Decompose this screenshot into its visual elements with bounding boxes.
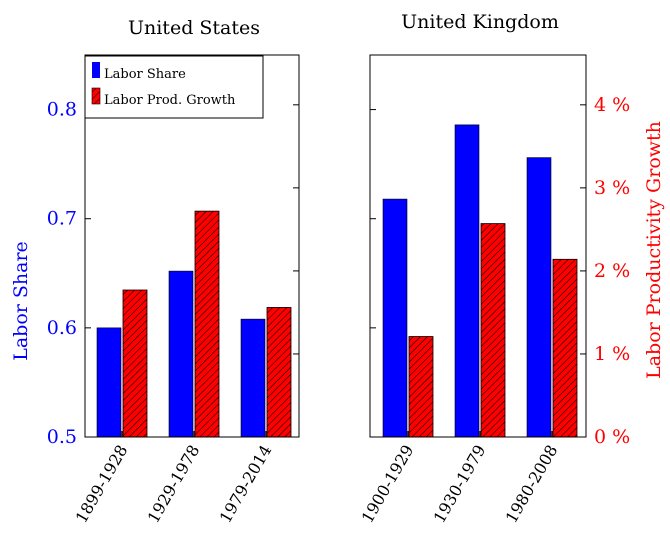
y-tick-label-right-1: 1 %	[594, 343, 630, 365]
y-tick-label-right-0: 0 %	[594, 426, 630, 448]
us-chart-title: United States	[128, 17, 260, 39]
y-tick-label-left-2: 0.7	[47, 208, 77, 230]
us-bar-prod-growth-2	[266, 307, 292, 438]
uk-panel: 1900-1929 1930-1979 1980-2008 0 % 1 % 2 % 3 % 4…	[358, 54, 630, 527]
us-x-tick-label-1: 1929-1978	[144, 442, 204, 527]
uk-chart-title: United Kingdom	[401, 11, 559, 33]
us-plot-frame	[84, 54, 300, 438]
y-tick-label-right-4: 4 %	[594, 94, 630, 116]
us-panel: 1899-1928 1929-1978 1979-2014 0.5 0.6 0.7 0.8	[47, 54, 300, 527]
legend-label-labor-share: Labor Share	[104, 67, 186, 82]
uk-bar-prod-growth-1	[480, 223, 506, 438]
uk-bar-labor-share-1	[454, 124, 480, 438]
uk-x-tick-label-0: 1900-1929	[358, 442, 418, 527]
y-tick-label-right-3: 3 %	[594, 177, 630, 199]
y-tick-label-left-3: 0.8	[47, 99, 77, 121]
y-axis-label-right: Labor Productivity Growth	[643, 121, 665, 379]
uk-bar-labor-share-2	[526, 157, 552, 438]
y-tick-label-left-0: 0.5	[47, 426, 77, 448]
us-bar-prod-growth-0	[122, 289, 148, 438]
y-tick-label-right-2: 2 %	[594, 260, 630, 282]
us-x-tick-label-2: 1979-2014	[216, 442, 276, 527]
legend-swatch-labor-share	[92, 62, 100, 78]
y-tick-label-left-1: 0.6	[47, 317, 77, 339]
us-bar-labor-share-2	[240, 318, 266, 438]
us-bar-labor-share-1	[168, 270, 194, 438]
us-bar-prod-growth-1	[194, 210, 220, 438]
legend-box	[84, 55, 264, 119]
uk-x-tick-label-1: 1930-1979	[430, 442, 490, 527]
us-bar-labor-share-0	[96, 327, 122, 438]
uk-bar-prod-growth-2	[552, 258, 578, 438]
uk-x-tick-label-2: 1980-2008	[502, 442, 562, 527]
legend-label-prod-growth: Labor Prod. Growth	[104, 93, 236, 108]
uk-bar-labor-share-0	[382, 198, 408, 438]
uk-bar-prod-growth-0	[408, 336, 434, 438]
y-axis-label-left: Labor Share	[10, 241, 32, 361]
legend-swatch-prod-growth	[91, 87, 101, 105]
legend: Labor Share Labor Prod. Growth	[84, 55, 264, 119]
uk-plot-frame	[369, 54, 587, 438]
us-x-tick-label-0: 1899-1928	[72, 442, 132, 527]
